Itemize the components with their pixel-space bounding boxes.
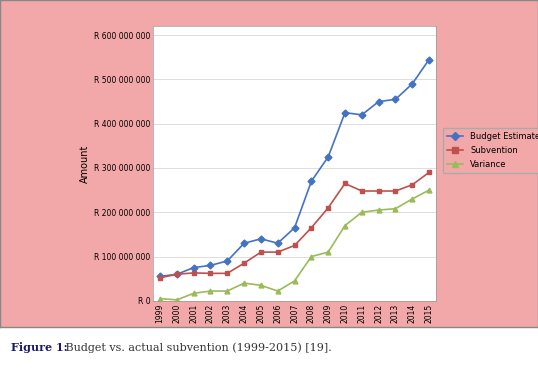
Variance <box>359 210 365 215</box>
Text: Budget vs. actual subvention (1999-2015) [19].: Budget vs. actual subvention (1999-2015)… <box>62 342 331 353</box>
Variance <box>174 298 180 302</box>
Legend: Budget Estimate, Subvention, Variance: Budget Estimate, Subvention, Variance <box>443 128 538 173</box>
Subvention <box>258 250 264 254</box>
Variance <box>207 289 214 293</box>
Line: Variance: Variance <box>158 188 431 302</box>
Budget Estimate <box>157 274 164 279</box>
Variance <box>342 223 348 228</box>
Budget Estimate <box>241 241 247 246</box>
Variance <box>392 206 399 211</box>
Subvention <box>241 261 247 265</box>
Subvention <box>190 271 197 275</box>
Subvention <box>359 189 365 193</box>
Subvention <box>308 226 315 230</box>
Subvention <box>426 170 433 175</box>
Y-axis label: Amount: Amount <box>80 144 90 183</box>
Subvention <box>274 250 281 254</box>
Subvention <box>376 189 382 193</box>
Variance <box>241 281 247 285</box>
Variance <box>409 197 415 201</box>
Budget Estimate <box>409 82 415 86</box>
Subvention <box>325 206 331 210</box>
Budget Estimate <box>258 237 264 241</box>
Variance <box>376 208 382 212</box>
Subvention <box>207 271 214 276</box>
Line: Subvention: Subvention <box>158 170 431 280</box>
Variance <box>190 291 197 296</box>
Variance <box>325 250 331 254</box>
Budget Estimate <box>426 57 433 62</box>
Subvention <box>342 181 348 186</box>
Budget Estimate <box>376 99 382 104</box>
Budget Estimate <box>325 155 331 159</box>
Budget Estimate <box>342 111 348 115</box>
Budget Estimate <box>308 179 315 183</box>
Variance <box>292 279 298 283</box>
Variance <box>224 289 231 293</box>
Variance <box>308 254 315 259</box>
Subvention <box>174 272 180 276</box>
Text: Figure 1:: Figure 1: <box>11 342 67 353</box>
Variance <box>274 289 281 293</box>
Budget Estimate <box>392 97 399 102</box>
Subvention <box>409 183 415 187</box>
Subvention <box>224 271 231 276</box>
Budget Estimate <box>359 112 365 117</box>
Variance <box>157 296 164 301</box>
Budget Estimate <box>174 272 180 276</box>
Budget Estimate <box>292 226 298 230</box>
Line: Budget Estimate: Budget Estimate <box>158 57 431 279</box>
Subvention <box>392 189 399 193</box>
Budget Estimate <box>190 265 197 270</box>
Subvention <box>292 243 298 248</box>
Variance <box>426 188 433 193</box>
Budget Estimate <box>274 241 281 246</box>
Variance <box>258 283 264 288</box>
Budget Estimate <box>224 259 231 263</box>
Subvention <box>157 276 164 280</box>
Budget Estimate <box>207 263 214 268</box>
